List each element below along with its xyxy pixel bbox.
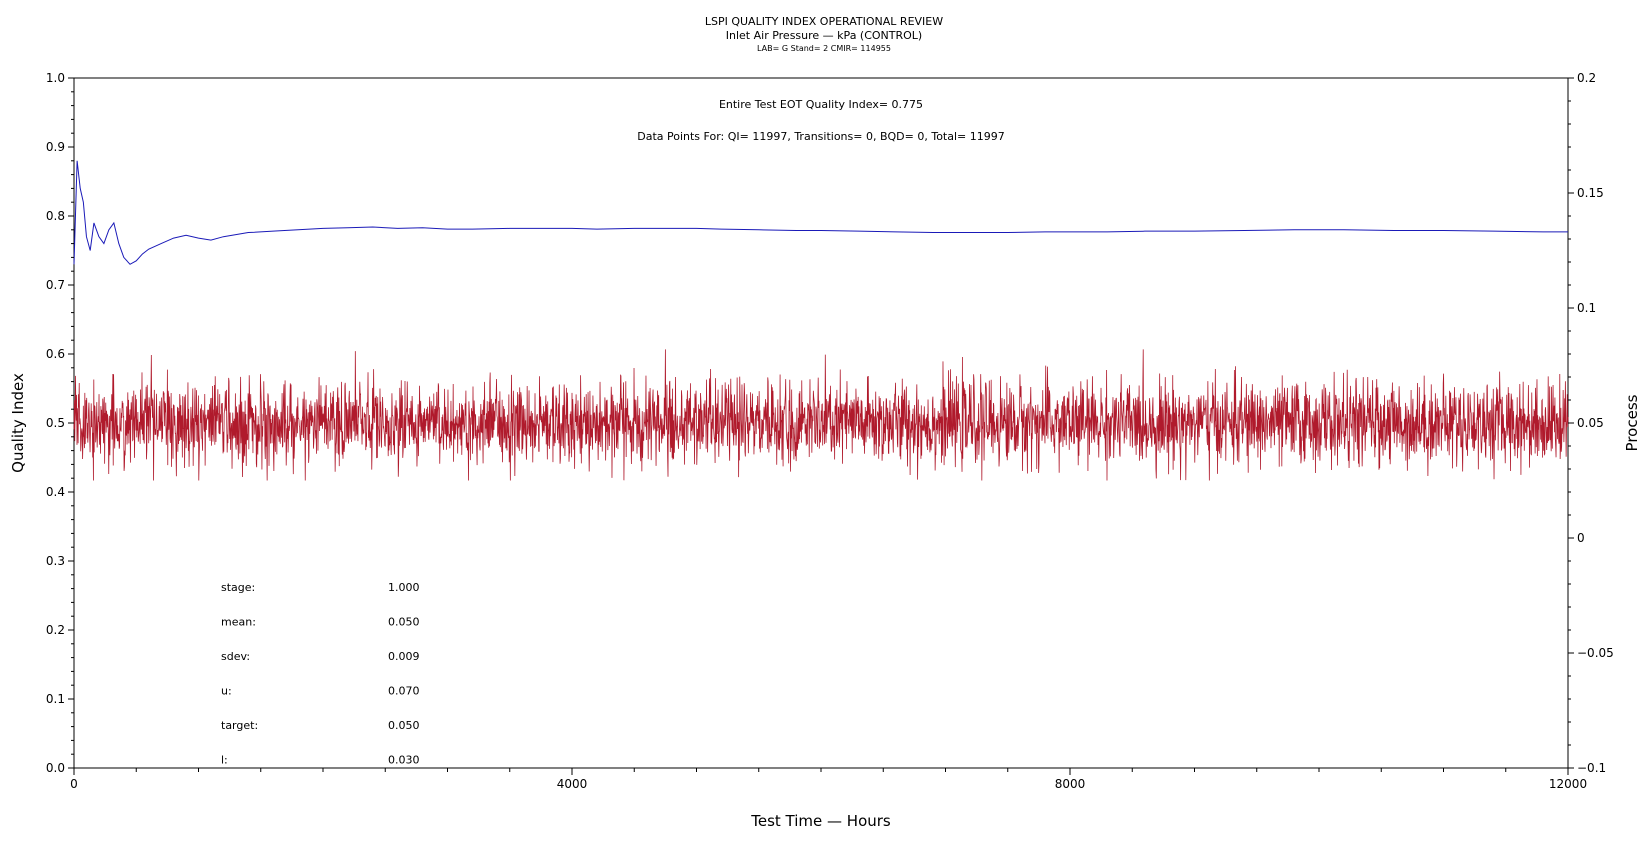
stat-value: 0.009 [388,650,420,663]
stat-value: 0.050 [388,616,420,629]
y-left-tick-label: 0.1 [46,692,65,706]
y-left-tick-label: 0.8 [46,209,65,223]
stat-value: 0.030 [388,754,420,767]
stat-label: target: [221,719,258,732]
y-right-tick-label: −0.1 [1577,761,1606,775]
y-left-tick-label: 0.9 [46,140,65,154]
stat-value: 0.070 [388,685,420,698]
stats-block: stage: 1.000 mean: 0.050 sdev: 0.009 u: 0.070 ta… [221,581,420,767]
quality-index-annotation: Entire Test EOT Quality Index= 0.775 [719,98,923,111]
y-right-tick-label: 0.2 [1577,71,1596,85]
y-axis-label-right: Process [1623,394,1641,451]
y-right-tick-label: 0.05 [1577,416,1604,430]
y-right-tick-label: −0.05 [1577,646,1614,660]
stat-label: l: [221,754,228,767]
x-tick-label: 0 [70,777,78,791]
stat-label: sdev: [221,650,250,663]
quality-index-series-line [73,160,1568,265]
axes: 0 4000 8000 12000 0.0 0.1 0.2 0.3 0.4 0.5 0.6 0.7 0.… [46,71,1614,791]
x-tick-label: 4000 [557,777,588,791]
y-left-tick-label: 0.3 [46,554,65,568]
y-right-tick-label: 0.15 [1577,186,1604,200]
stat-label: stage: [221,581,255,594]
x-tick-label: 8000 [1055,777,1086,791]
y-left-tick-label: 0.2 [46,623,65,637]
x-axis-label: Test Time — Hours [750,812,891,830]
chart-subtitle-lab: LAB= G Stand= 2 CMIR= 114955 [757,44,891,53]
y-left-tick-label: 0.4 [46,485,65,499]
data-points-annotation: Data Points For: QI= 11997, Transitions=… [637,130,1005,143]
stat-label: mean: [221,616,256,629]
y-left-tick-label: 0.6 [46,347,65,361]
y-left-tick-label: 0.7 [46,278,65,292]
stat-label: u: [221,685,232,698]
x-tick-label: 12000 [1549,777,1587,791]
y-left-tick-label: 0.5 [46,416,65,430]
quality-index-series [73,160,1568,265]
process-series-line [73,349,1569,481]
chart-subtitle: Inlet Air Pressure — kPa (CONTROL) [726,29,922,42]
stat-value: 1.000 [388,581,420,594]
stat-value: 0.050 [388,719,420,732]
chart-title: LSPI QUALITY INDEX OPERATIONAL REVIEW [705,15,943,28]
y-right-tick-label: 0 [1577,531,1585,545]
y-left-tick-label: 1.0 [46,71,65,85]
process-series [73,349,1569,481]
y-axis-label-left: Quality Index [9,373,27,473]
y-right-tick-label: 0.1 [1577,301,1596,315]
y-left-tick-label: 0.0 [46,761,65,775]
